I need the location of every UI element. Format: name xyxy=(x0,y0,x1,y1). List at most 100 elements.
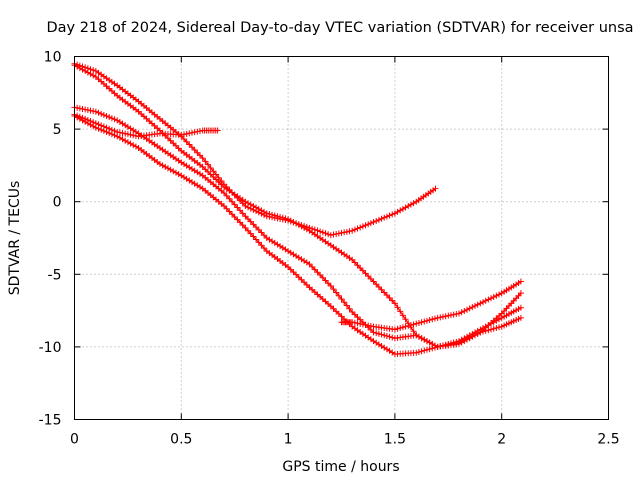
data-point-marker xyxy=(293,271,300,278)
series-layer xyxy=(71,60,524,358)
data-point-marker xyxy=(82,68,89,75)
data-point-marker xyxy=(84,69,91,76)
data-point-marker xyxy=(183,130,190,137)
data-point-marker xyxy=(405,203,412,210)
data-point-marker xyxy=(92,124,99,131)
data-point-marker xyxy=(466,305,473,312)
data-point-marker xyxy=(122,130,129,137)
data-point-marker xyxy=(95,109,102,116)
series-track xyxy=(71,62,524,350)
data-point-marker xyxy=(466,334,473,341)
data-point-marker xyxy=(74,104,81,111)
data-point-marker xyxy=(180,131,187,138)
data-point-marker xyxy=(263,210,270,217)
series-track xyxy=(338,278,524,333)
data-point-marker xyxy=(172,142,179,149)
data-point-marker xyxy=(375,284,382,291)
data-point-marker xyxy=(431,315,438,322)
data-point-marker xyxy=(191,146,198,153)
data-point-marker xyxy=(90,123,97,130)
data-point-marker xyxy=(242,213,249,220)
data-point-marker xyxy=(418,319,425,326)
y-tick-label: 0 xyxy=(53,195,62,211)
data-point-marker xyxy=(87,107,94,114)
data-point-marker xyxy=(261,208,268,215)
y-tick-label: -15 xyxy=(39,413,62,429)
data-point-marker xyxy=(338,313,345,320)
data-point-marker xyxy=(245,200,252,207)
data-point-marker xyxy=(458,338,465,345)
data-point-marker xyxy=(517,290,524,297)
data-point-marker xyxy=(90,72,97,79)
data-point-marker xyxy=(434,343,441,350)
data-point-marker xyxy=(455,339,462,346)
data-point-marker xyxy=(327,232,334,239)
data-point-marker xyxy=(474,301,481,308)
data-point-marker xyxy=(242,224,249,231)
series-track xyxy=(71,60,439,239)
x-tick-label: 2.5 xyxy=(597,432,619,448)
data-point-marker xyxy=(426,339,433,346)
data-point-marker xyxy=(496,291,503,298)
data-point-marker xyxy=(335,292,342,299)
data-point-marker xyxy=(229,211,236,218)
data-point-marker xyxy=(314,269,321,276)
data-point-marker xyxy=(327,282,334,289)
data-point-marker xyxy=(82,106,89,113)
y-tick-label: 5 xyxy=(53,122,62,138)
data-point-marker xyxy=(429,316,436,323)
x-tick-label: 1.5 xyxy=(384,432,406,448)
data-point-marker xyxy=(178,131,185,138)
data-point-marker xyxy=(100,111,107,118)
data-point-marker xyxy=(463,306,470,313)
x-tick-label: 0.5 xyxy=(170,432,192,448)
data-point-marker xyxy=(426,317,433,324)
data-point-marker xyxy=(319,274,326,281)
data-point-marker xyxy=(111,132,118,139)
data-point-marker xyxy=(266,211,273,218)
data-point-marker xyxy=(493,292,500,299)
data-point-marker xyxy=(365,322,372,329)
data-point-marker xyxy=(301,279,308,286)
data-point-marker xyxy=(76,105,83,112)
data-point-marker xyxy=(261,232,268,239)
data-point-marker xyxy=(381,332,388,339)
grid xyxy=(74,56,609,420)
data-point-marker xyxy=(325,280,332,287)
data-point-marker xyxy=(517,278,524,285)
y-axis-label: SDTVAR / TECUs xyxy=(7,181,23,296)
data-point-marker xyxy=(127,140,134,147)
data-point-marker xyxy=(95,125,102,132)
data-point-marker xyxy=(375,216,382,223)
data-point-marker xyxy=(170,140,177,147)
data-point-marker xyxy=(214,127,221,134)
data-point-marker xyxy=(314,227,321,234)
data-point-marker xyxy=(357,264,364,271)
data-point-marker xyxy=(79,105,86,112)
data-point-marker xyxy=(231,213,238,220)
data-point-marker xyxy=(399,205,406,212)
data-point-marker xyxy=(159,162,166,169)
data-point-marker xyxy=(373,330,380,337)
data-point-marker xyxy=(341,229,348,236)
data-point-marker xyxy=(370,329,377,336)
data-point-marker xyxy=(108,131,115,138)
data-point-marker xyxy=(410,321,417,328)
data-point-marker xyxy=(130,132,137,139)
data-point-marker xyxy=(362,321,369,328)
data-point-marker xyxy=(84,120,91,127)
plot-frame xyxy=(74,56,609,420)
data-point-marker xyxy=(213,176,220,183)
data-point-marker xyxy=(255,205,262,212)
data-point-marker xyxy=(354,320,361,327)
data-point-marker xyxy=(445,312,452,319)
data-point-marker xyxy=(258,229,265,236)
data-point-marker xyxy=(362,222,369,229)
data-point-marker xyxy=(359,267,366,274)
data-point-marker xyxy=(183,138,190,145)
chart-title: Day 218 of 2024, Sidereal Day-to-day VTE… xyxy=(46,20,633,36)
data-point-marker xyxy=(354,314,361,321)
data-point-marker xyxy=(231,201,238,208)
data-point-marker xyxy=(413,349,420,356)
